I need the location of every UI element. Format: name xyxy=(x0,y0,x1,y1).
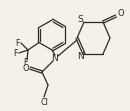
Text: N: N xyxy=(52,54,58,62)
Text: F: F xyxy=(24,57,28,66)
Text: Cl: Cl xyxy=(40,97,48,106)
Text: O: O xyxy=(23,63,29,72)
Text: F: F xyxy=(14,49,18,57)
Text: N: N xyxy=(77,52,83,60)
Text: F: F xyxy=(16,39,20,48)
Text: O: O xyxy=(118,10,124,19)
Text: S: S xyxy=(77,16,83,25)
